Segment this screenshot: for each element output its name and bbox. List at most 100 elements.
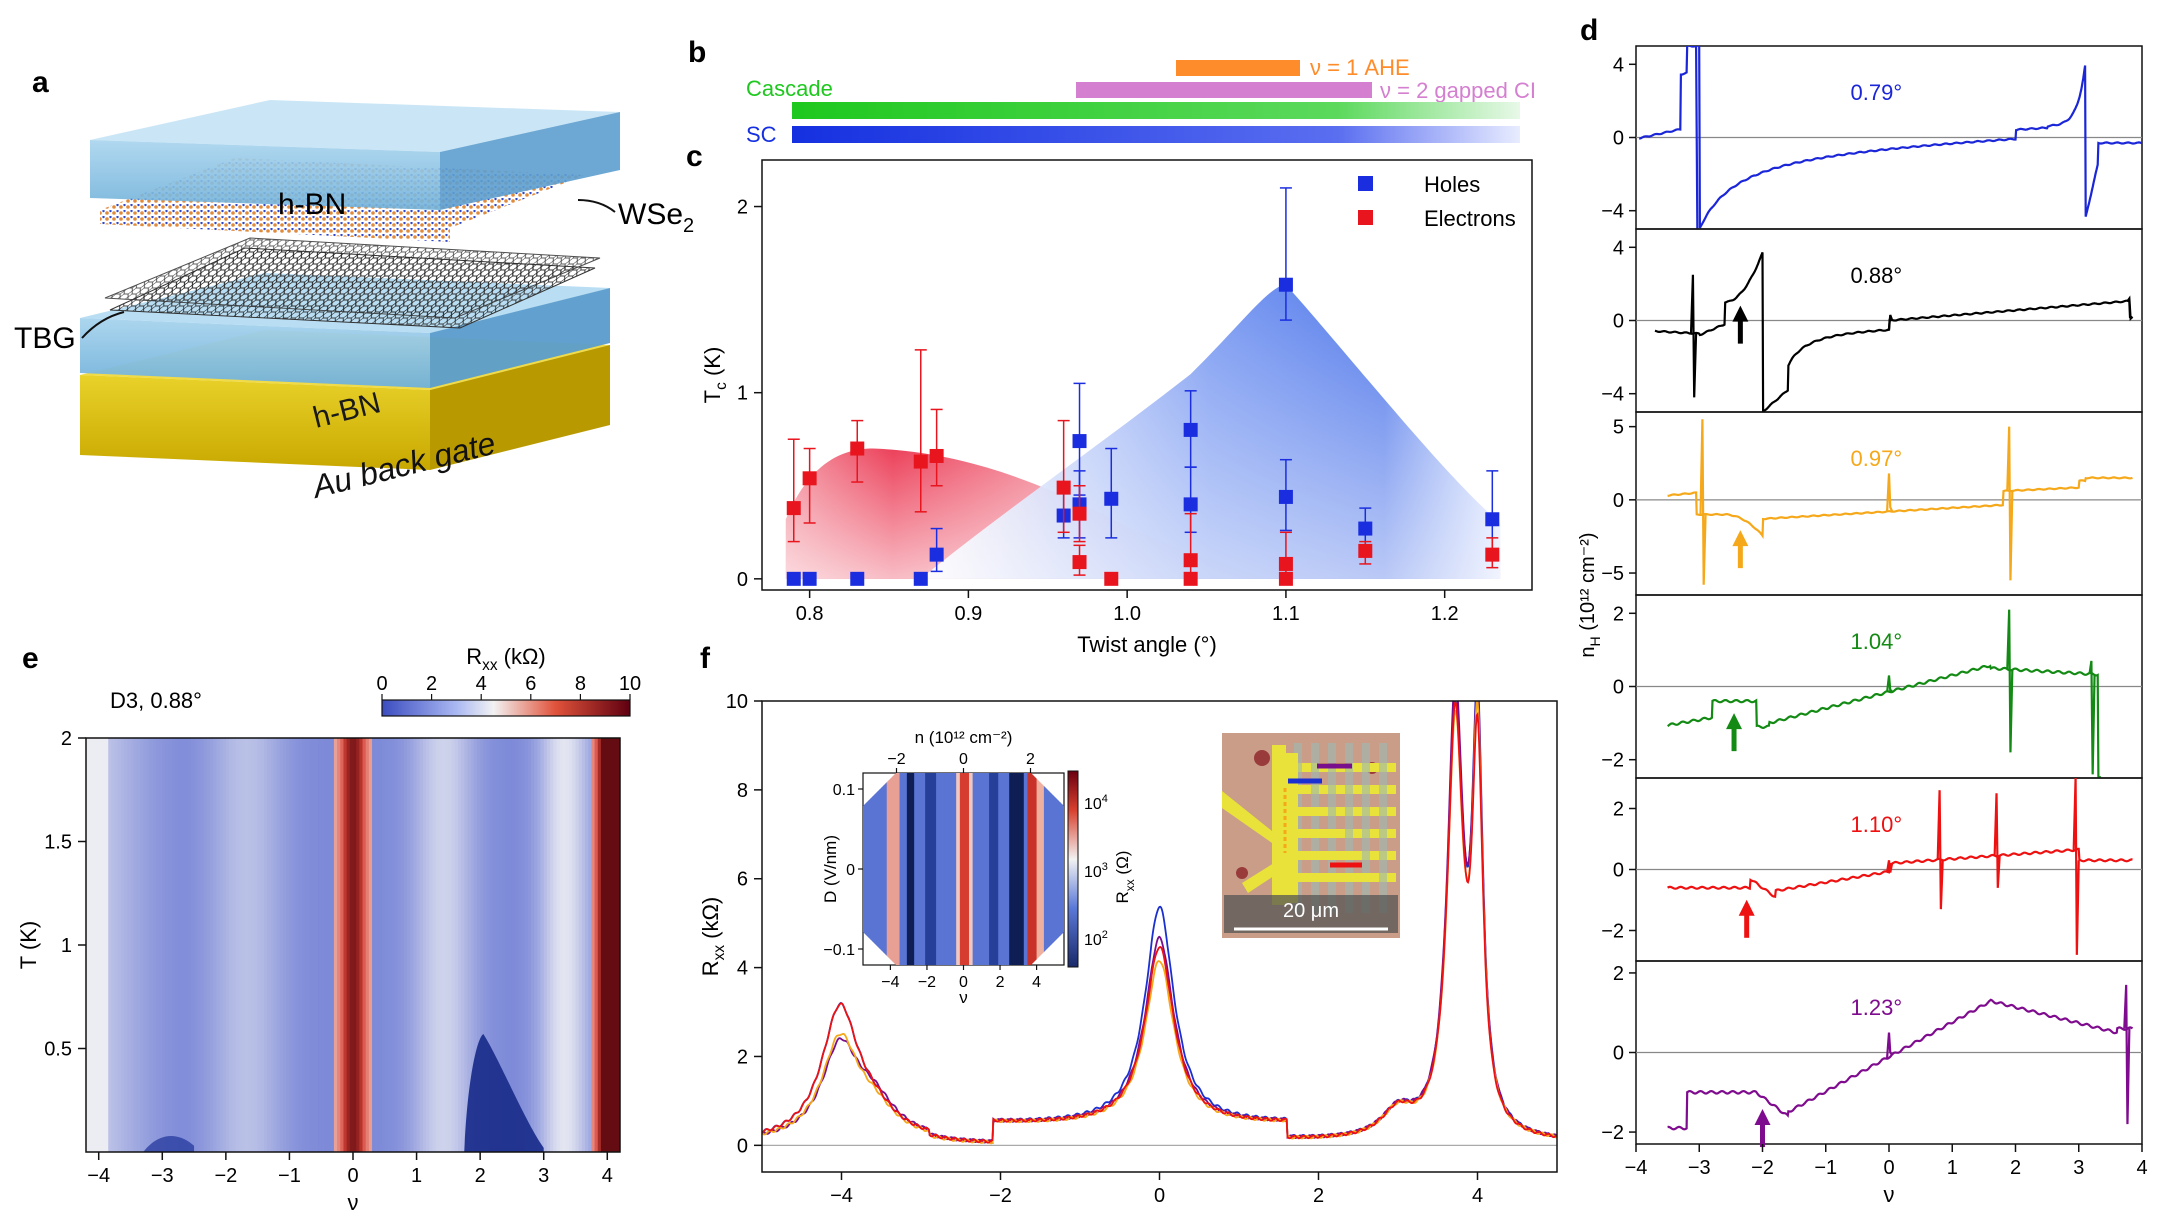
panel-letter-e: e bbox=[22, 642, 39, 675]
f-inset-toptick-label: −2 bbox=[887, 751, 905, 768]
d-ytick-label: 4 bbox=[1613, 237, 1624, 259]
c-legend-label: Electrons bbox=[1424, 206, 1516, 231]
e-heatmap-column bbox=[95, 738, 100, 1152]
e-heatmap-column bbox=[556, 738, 561, 1152]
e-heatmap-column bbox=[464, 738, 469, 1152]
tbg-layer bbox=[104, 237, 601, 329]
c-point bbox=[1104, 571, 1119, 586]
e-heatmap-column bbox=[613, 738, 618, 1152]
e-heatmap-column bbox=[416, 738, 421, 1152]
f-inset-map-column bbox=[917, 773, 921, 965]
e-heatmap-column bbox=[448, 738, 453, 1152]
e-colorbar bbox=[381, 699, 631, 717]
e-heatmap-column bbox=[337, 738, 341, 1152]
f-inset-map-column bbox=[925, 773, 928, 965]
e-heatmap-column bbox=[616, 738, 620, 1152]
f-inset-map-column bbox=[989, 773, 992, 965]
e-heatmap-column bbox=[511, 738, 516, 1152]
c-point bbox=[929, 547, 944, 562]
d-trace-spike bbox=[1886, 1032, 1894, 1058]
e-heatmap-column bbox=[219, 738, 224, 1152]
c-xtick-label: 1.2 bbox=[1431, 603, 1459, 625]
f-inset-map bbox=[863, 773, 1064, 965]
f-inset-top-label: n (10¹² cm⁻²) bbox=[915, 728, 1013, 747]
e-heatmap-column bbox=[111, 738, 116, 1152]
e-heatmap-column bbox=[515, 738, 519, 1152]
f-traces bbox=[762, 701, 1557, 1145]
e-heatmap-column bbox=[356, 738, 360, 1152]
e-heatmap-column bbox=[457, 738, 462, 1152]
f-inset-map-column bbox=[983, 773, 986, 965]
bar-cascade bbox=[792, 102, 1520, 119]
d-angle-label: 1.04° bbox=[1851, 629, 1903, 654]
e-heatmap-column bbox=[508, 738, 513, 1152]
e-heatmap-column bbox=[518, 738, 523, 1152]
e-xtick-label: 2 bbox=[475, 1165, 486, 1187]
f-inset-map-column bbox=[886, 773, 890, 965]
c-ytick-label: 0 bbox=[737, 569, 748, 591]
e-colorbar-tick-label: 8 bbox=[575, 673, 586, 695]
f-inset-map-column bbox=[1012, 773, 1016, 965]
e-heatmap-column bbox=[400, 738, 405, 1152]
e-ytick-label: 1.5 bbox=[44, 832, 72, 854]
c-point bbox=[1278, 556, 1293, 571]
label-tbg: TBG bbox=[14, 322, 76, 355]
f-inset-map-column bbox=[1056, 773, 1060, 965]
e-heatmap-column bbox=[594, 738, 599, 1152]
f-inset-map-column bbox=[883, 773, 886, 965]
e-heatmap-column bbox=[562, 738, 567, 1152]
d-trace-spike bbox=[1993, 793, 2001, 888]
panel-d: d −4 0 4 0.79° −4 0 4 0.88° −5 0 5 0.97° −2 0 2 1.04° −2… bbox=[1577, 14, 2148, 1207]
f-inset-map-column bbox=[879, 773, 882, 965]
f-photo-channel bbox=[1311, 743, 1319, 913]
e-heatmap-column bbox=[241, 738, 246, 1152]
e-heatmap-column bbox=[540, 738, 545, 1152]
d-angle-label: 0.79° bbox=[1851, 80, 1903, 105]
f-inset-map-column bbox=[890, 773, 893, 965]
f-inset-map-column bbox=[1021, 773, 1025, 965]
f-inset-map-column bbox=[875, 773, 879, 965]
e-heatmap-column bbox=[143, 738, 147, 1152]
f-inset-colorbar-tick-label: 104 bbox=[1084, 793, 1108, 813]
e-title: D3, 0.88° bbox=[110, 688, 202, 713]
e-heatmap-column bbox=[559, 738, 564, 1152]
f-inset-map-column bbox=[1003, 773, 1007, 965]
f-inset-map-column bbox=[888, 773, 891, 965]
f-inset-map-column bbox=[897, 773, 901, 965]
f-inset-map-column bbox=[901, 773, 904, 965]
e-heatmap-column bbox=[426, 738, 430, 1152]
e-heatmap-column bbox=[480, 738, 484, 1152]
d-trace-spike bbox=[2006, 609, 2014, 753]
e-heatmap-column bbox=[451, 738, 456, 1152]
f-inset-map-column bbox=[921, 773, 924, 965]
e-heatmap-column bbox=[267, 738, 271, 1152]
f-inset-map-column bbox=[994, 773, 997, 965]
e-heatmap-column bbox=[585, 738, 589, 1152]
f-inset-map-column bbox=[908, 773, 912, 965]
e-heatmap-column bbox=[89, 738, 93, 1152]
f-inset-map-column bbox=[870, 773, 873, 965]
e-heatmap-column bbox=[175, 738, 179, 1152]
c-point bbox=[850, 571, 865, 586]
f-photo-finger bbox=[1286, 873, 1396, 882]
e-heatmap-column bbox=[251, 738, 256, 1152]
e-heatmap-column bbox=[257, 738, 262, 1152]
c-axes-frame bbox=[761, 159, 1533, 591]
e-heatmap-column bbox=[105, 738, 109, 1152]
d-angle-label: 1.23° bbox=[1851, 995, 1903, 1020]
e-heatmap-column bbox=[136, 738, 141, 1152]
e-heatmap-column bbox=[276, 738, 281, 1152]
e-heatmap bbox=[86, 738, 620, 1152]
panel-letter-a: a bbox=[32, 66, 49, 99]
f-inset-map-column bbox=[954, 773, 957, 965]
e-heatmap-column bbox=[238, 738, 243, 1152]
d-xlabel: ν bbox=[1884, 1182, 1895, 1207]
f-inset-xlabel: ν bbox=[959, 988, 968, 1007]
f-inset-map-column bbox=[1062, 773, 1064, 965]
e-heatmap-column bbox=[492, 738, 497, 1152]
f-inset-map-column bbox=[1020, 773, 1023, 965]
d-ytick-label: 0 bbox=[1613, 1043, 1624, 1065]
d-arrow-head bbox=[1754, 1109, 1771, 1126]
f-photo-finger bbox=[1286, 807, 1396, 816]
e-heatmap-column bbox=[527, 738, 532, 1152]
